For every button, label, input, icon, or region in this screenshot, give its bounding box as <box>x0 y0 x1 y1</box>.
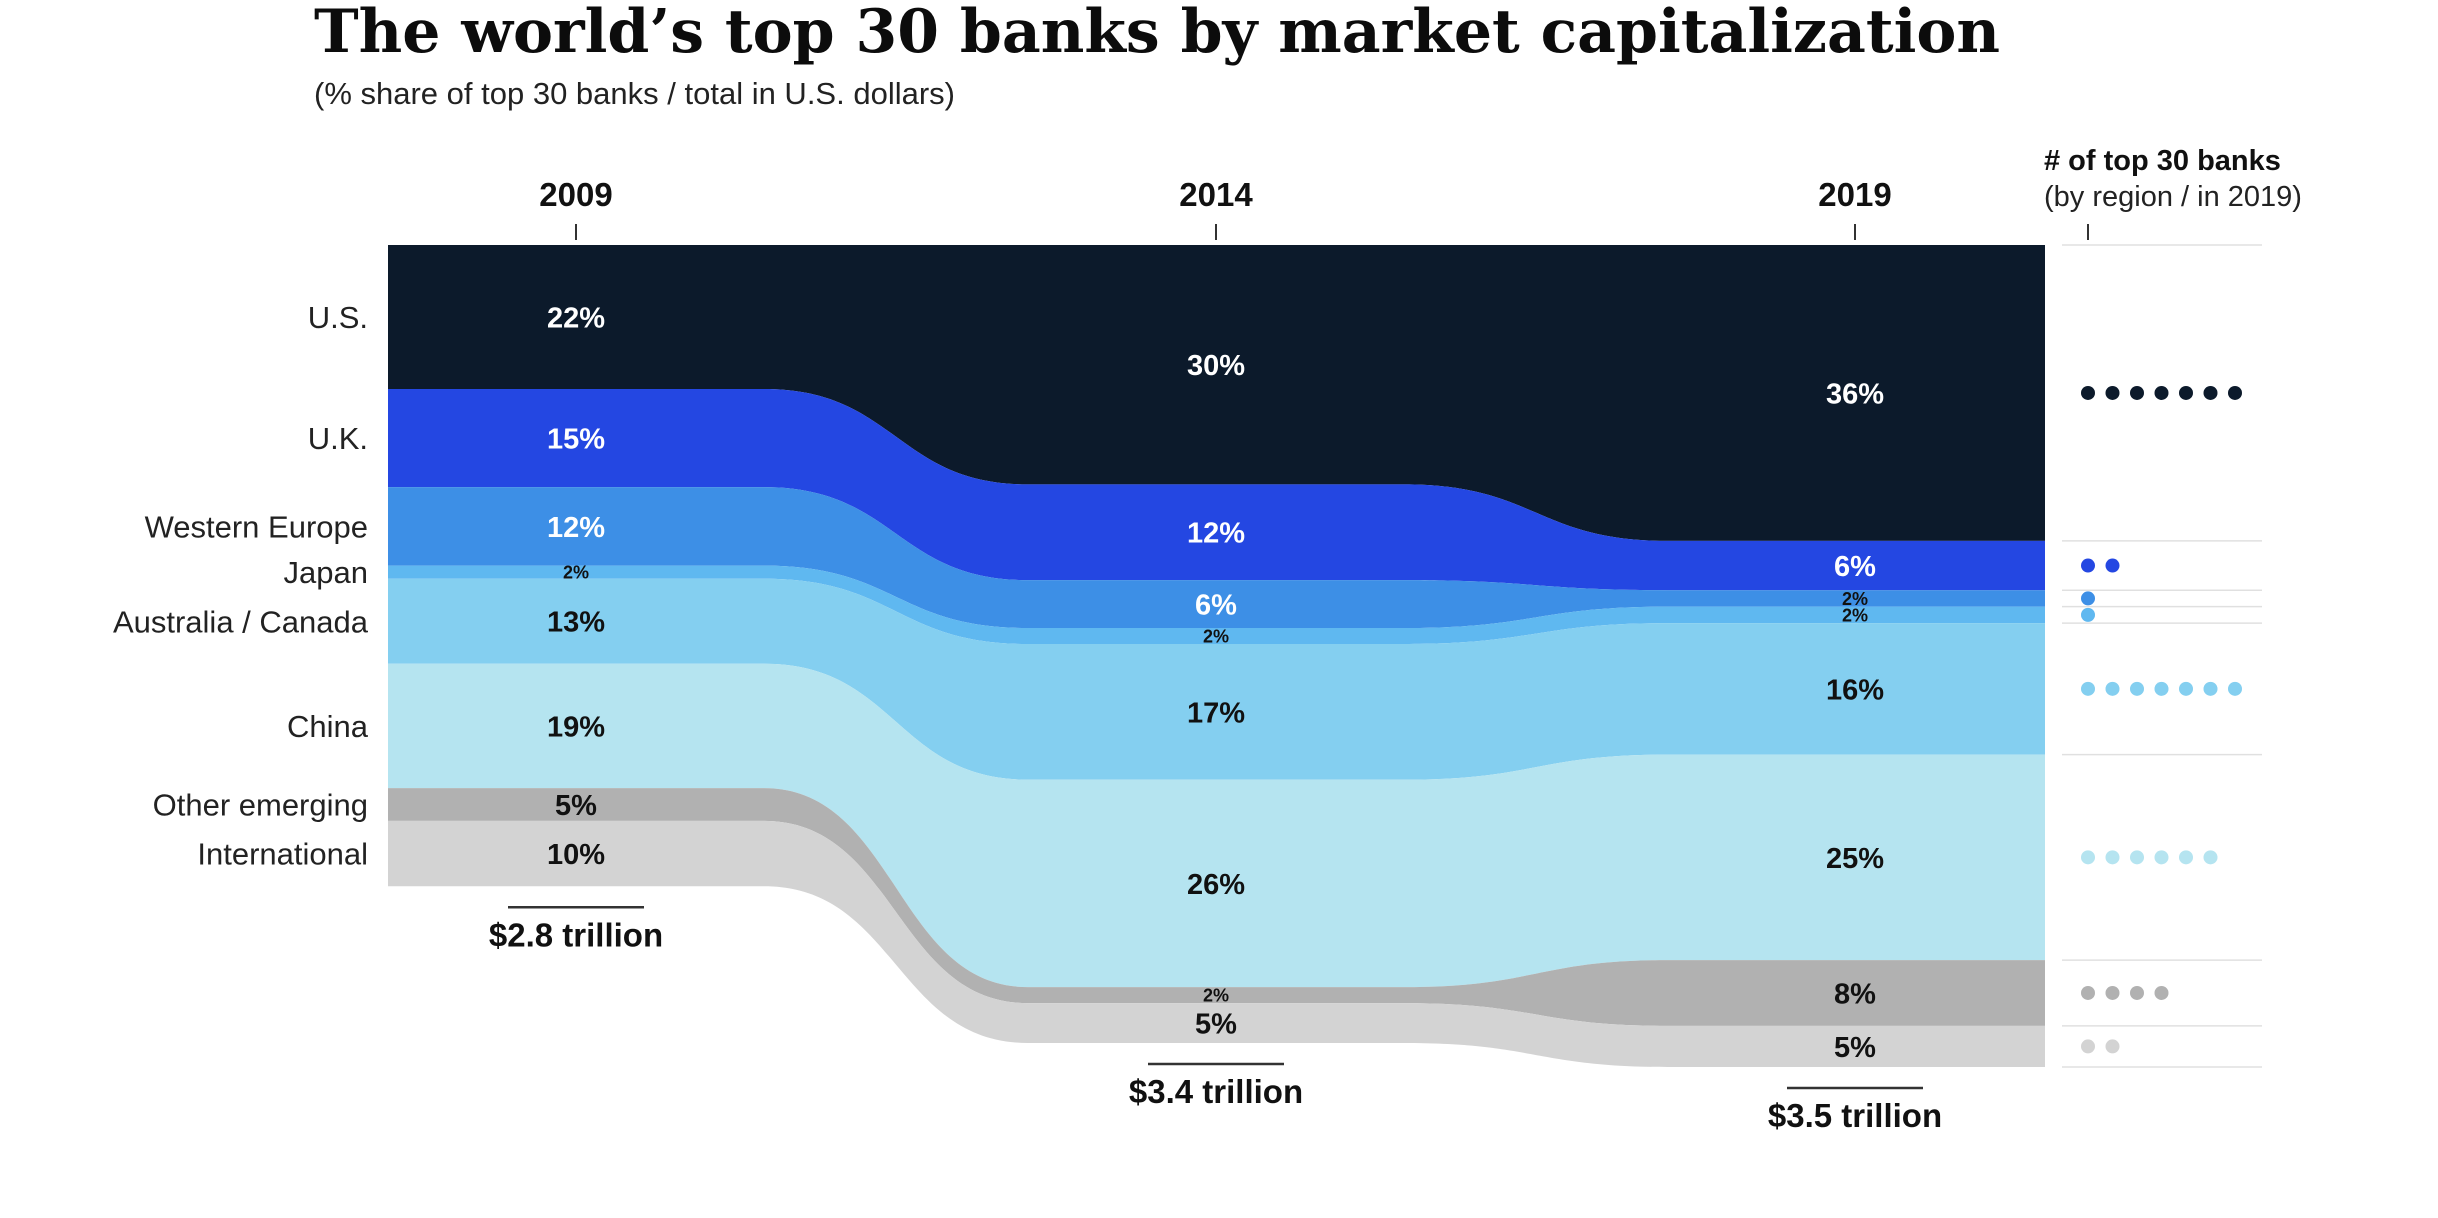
value-label-japan-2019: 2% <box>1842 605 1868 625</box>
value-label-china-2014: 26% <box>1187 869 1245 901</box>
category-label-international: International <box>197 837 368 872</box>
bank-dot-u-s <box>2228 385 2242 400</box>
bank-dot-japan <box>2081 607 2095 622</box>
band-u-s <box>388 245 2045 541</box>
band-china <box>388 663 2045 988</box>
value-label-australia-canada-2019: 16% <box>1826 674 1884 706</box>
bank-dot-u-s <box>2105 385 2120 400</box>
value-label-china-2009: 19% <box>547 711 605 743</box>
bank-dot-u-s <box>2130 385 2144 400</box>
value-label-u-k-2009: 15% <box>547 423 605 455</box>
value-label-australia-canada-2009: 13% <box>547 607 605 639</box>
value-label-western-europe-2009: 12% <box>547 512 605 544</box>
bank-dot-china <box>2154 850 2169 865</box>
value-label-u-k-2019: 6% <box>1834 551 1876 583</box>
bank-dot-other-emerging <box>2081 985 2095 1000</box>
bank-dot-u-s <box>2203 385 2218 400</box>
bank-dot-u-k <box>2105 558 2120 573</box>
bank-dot-china <box>2081 850 2095 865</box>
bank-dot-australia-canada <box>2154 681 2169 696</box>
band-other-emerging <box>388 788 2045 1026</box>
bank-dot-international <box>2081 1039 2095 1054</box>
year-label-2014: 2014 <box>1179 176 1253 213</box>
value-label-international-2014: 5% <box>1195 1008 1237 1040</box>
value-label-international-2019: 5% <box>1834 1032 1876 1064</box>
value-label-western-europe-2014: 6% <box>1195 590 1237 622</box>
bank-dot-other-emerging <box>2105 985 2120 1000</box>
category-label-australia-canada: Australia / Canada <box>113 604 369 639</box>
bank-dot-australia-canada <box>2203 681 2218 696</box>
chart-title: The world’s top 30 banks by market capit… <box>314 0 2000 67</box>
value-label-other-emerging-2014: 2% <box>1203 986 1229 1006</box>
category-label-other-emerging: Other emerging <box>153 787 368 822</box>
category-label-u-s: U.S. <box>308 300 368 335</box>
bank-dot-china <box>2203 850 2218 865</box>
bank-dot-international <box>2105 1039 2120 1054</box>
band-u-k <box>388 388 2045 591</box>
value-label-u-k-2014: 12% <box>1187 518 1245 550</box>
bank-dot-china <box>2179 850 2193 865</box>
bank-dot-u-s <box>2179 385 2193 400</box>
band-japan <box>388 565 2045 644</box>
bank-dot-u-s <box>2154 385 2169 400</box>
bank-dot-other-emerging <box>2130 985 2144 1000</box>
value-label-other-emerging-2009: 5% <box>555 790 597 822</box>
total-label-2014: $3.4 trillion <box>1129 1073 1303 1110</box>
value-label-australia-canada-2014: 17% <box>1187 697 1245 729</box>
category-label-japan: Japan <box>284 555 368 590</box>
year-label-2009: 2009 <box>539 176 612 213</box>
value-label-u-s-2009: 22% <box>547 302 605 334</box>
category-label-western-europe: Western Europe <box>145 509 368 544</box>
count-header-title: # of top 30 banks <box>2044 145 2281 177</box>
bank-dot-australia-canada <box>2081 681 2095 696</box>
value-label-japan-2014: 2% <box>1203 627 1229 647</box>
bank-dot-other-emerging <box>2154 985 2169 1000</box>
bank-dot-australia-canada <box>2179 681 2193 696</box>
bank-dot-australia-canada <box>2130 681 2144 696</box>
value-label-china-2019: 25% <box>1826 843 1884 875</box>
count-header-subtitle: (by region / in 2019) <box>2044 181 2302 213</box>
value-label-western-europe-2019: 2% <box>1842 589 1868 609</box>
chart-subtitle: (% share of top 30 banks / total in U.S.… <box>314 76 955 111</box>
band-australia-canada <box>388 578 2045 780</box>
total-label-2019: $3.5 trillion <box>1768 1097 1942 1134</box>
bank-dot-western-europe <box>2081 591 2095 606</box>
total-label-2009: $2.8 trillion <box>489 916 663 953</box>
value-label-international-2009: 10% <box>547 839 605 871</box>
value-label-u-s-2014: 30% <box>1187 350 1245 382</box>
bank-dot-australia-canada <box>2228 681 2242 696</box>
band-western-europe <box>388 487 2045 629</box>
band-international <box>388 820 2045 1067</box>
category-label-u-k: U.K. <box>308 421 368 456</box>
bank-dot-u-k <box>2081 558 2095 573</box>
bank-dot-u-s <box>2081 385 2095 400</box>
bank-dot-china <box>2105 850 2120 865</box>
value-label-u-s-2019: 36% <box>1826 378 1884 410</box>
bank-dot-australia-canada <box>2105 681 2120 696</box>
bank-dot-china <box>2130 850 2144 865</box>
category-label-china: China <box>287 709 369 744</box>
value-label-other-emerging-2019: 8% <box>1834 978 1876 1010</box>
value-label-japan-2009: 2% <box>563 563 589 583</box>
year-label-2019: 2019 <box>1818 176 1891 213</box>
